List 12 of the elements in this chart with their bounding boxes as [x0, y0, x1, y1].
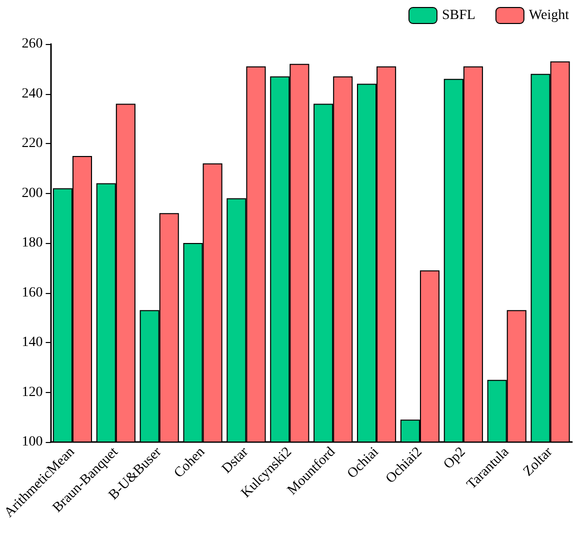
x-tick-label: Op2 [441, 444, 469, 472]
y-tick-label: 100 [22, 434, 43, 450]
y-tick-label: 200 [22, 186, 43, 201]
legend-label: Weight [528, 8, 570, 23]
y-tick-label: 260 [22, 36, 43, 52]
y-tick-label: 240 [22, 86, 43, 102]
legend-label: SBFL [442, 8, 476, 23]
y-tick-label: 140 [22, 335, 43, 350]
y-tick-label: 220 [22, 136, 43, 151]
y-tick-label: 120 [22, 384, 43, 400]
y-tick-label: 160 [22, 285, 43, 300]
y-tick-label: 180 [22, 236, 43, 250]
